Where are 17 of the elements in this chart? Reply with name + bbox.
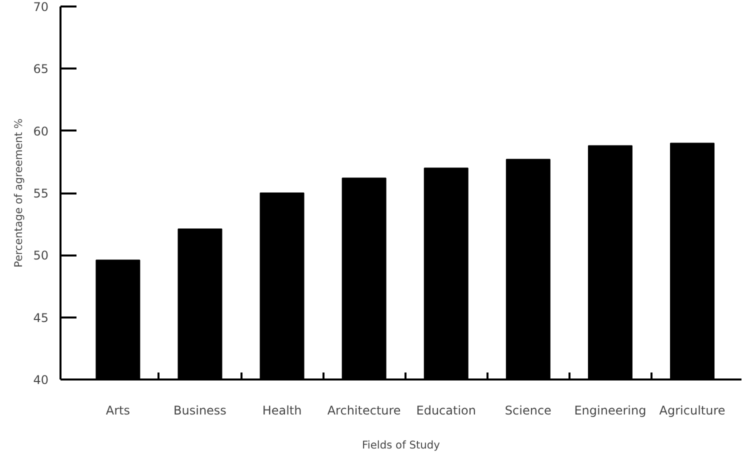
y-tick-label: 65 — [33, 62, 49, 76]
x-tick-label: Science — [504, 404, 552, 418]
x-tick-label: Health — [262, 404, 302, 418]
x-tick-label: Agriculture — [659, 404, 726, 418]
y-axis-title: Percentage of agreement % — [12, 118, 26, 268]
y-tick-label: 40 — [33, 373, 49, 387]
x-tick-label: Engineering — [574, 404, 646, 418]
x-axis-title: Fields of Study — [362, 438, 440, 452]
x-tick-label: Business — [174, 404, 226, 418]
x-tick-label: Education — [416, 404, 476, 418]
x-tick-label: Arts — [106, 404, 130, 418]
y-tick-label: 50 — [33, 248, 49, 263]
y-tick-label: 55 — [33, 186, 49, 200]
y-tick-label: 70 — [33, 0, 49, 14]
y-tick-label: 60 — [33, 124, 49, 138]
y-tick-label: 45 — [33, 310, 49, 325]
x-tick-label: Architecture — [327, 404, 401, 418]
